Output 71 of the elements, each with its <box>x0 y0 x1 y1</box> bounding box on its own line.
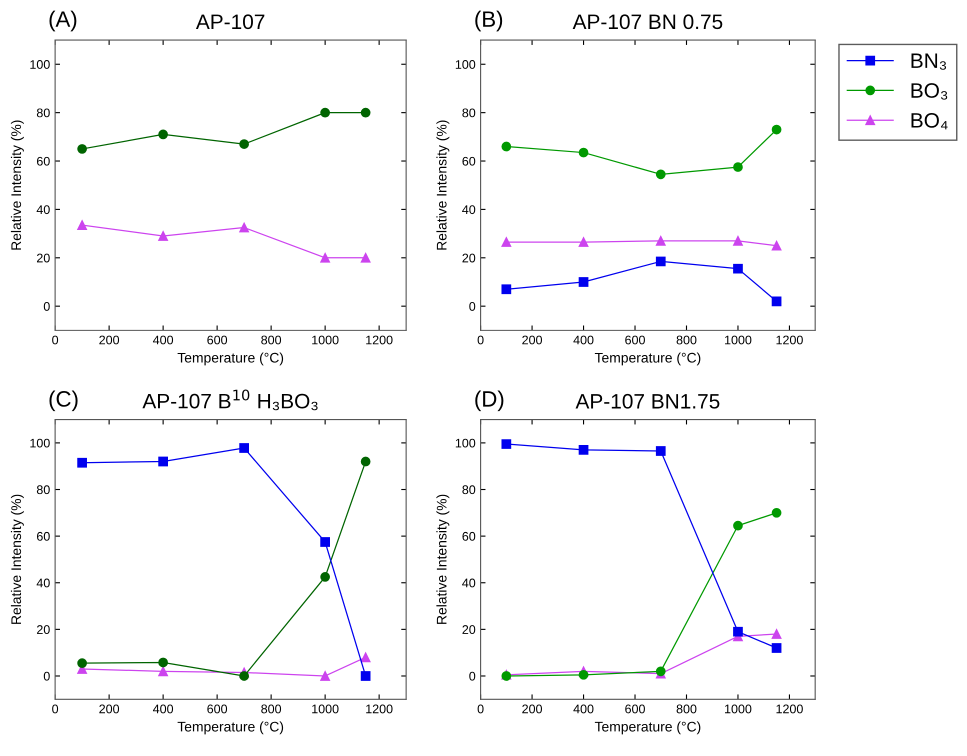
x-tick-label: 200 <box>99 704 120 714</box>
chart-title: AP-107 BN1.75 <box>576 394 720 409</box>
y-tick-label: 40 <box>36 578 50 588</box>
text: (D) <box>475 390 504 412</box>
y-tick-label: 60 <box>36 156 50 166</box>
x-tick-label: 800 <box>261 704 282 714</box>
y-tick-label: 80 <box>36 485 50 494</box>
x-tick-label: 400 <box>573 704 594 714</box>
x-tick-label: 800 <box>261 336 282 344</box>
x-tick-label: 400 <box>152 704 174 714</box>
y-tick-label: 80 <box>36 108 50 118</box>
y-tick-label: 100 <box>30 438 50 448</box>
x-tick-label: 1200 <box>776 704 803 714</box>
x-axis-title: Temperature (°C) <box>178 352 284 366</box>
y-tick-label: 60 <box>462 156 476 166</box>
chart-title: AP-107 BN 0.75 <box>572 14 722 30</box>
x-tick-label: 400 <box>152 336 174 344</box>
x-tick-label: 1200 <box>366 336 393 344</box>
y-tick-label: 0 <box>469 302 476 311</box>
x-tick-label: 0 <box>478 704 484 714</box>
x-axis-title: Temperature (°C) <box>178 721 284 734</box>
y-tick-label: 0 <box>469 672 476 681</box>
y-tick-label: 20 <box>36 625 50 634</box>
y-axis-title: Relative Intensity (%) <box>436 494 450 624</box>
y-tick-label: 40 <box>36 205 50 214</box>
y-tick-label: 0 <box>44 302 50 311</box>
x-tick-label: 600 <box>625 704 645 714</box>
text: (A) <box>49 10 76 32</box>
x-tick-label: 200 <box>522 336 542 344</box>
x-tick-label: 1200 <box>366 704 393 714</box>
legend-label: BN₃ <box>912 54 946 70</box>
y-tick-label: 80 <box>462 108 476 118</box>
x-axis-title: Temperature (°C) <box>594 721 700 734</box>
y-tick-label: 20 <box>36 254 50 262</box>
chart-title: AP-107 B$^{10}$ H₃BO₃ <box>142 390 318 410</box>
x-tick-label: 0 <box>478 336 484 344</box>
x-tick-label: 1000 <box>312 704 339 714</box>
text: (C) <box>49 390 78 412</box>
x-tick-label: 0 <box>52 704 58 714</box>
y-tick-label: 40 <box>462 578 476 588</box>
y-tick-label: 80 <box>462 485 476 494</box>
x-tick-label: 1000 <box>725 336 752 344</box>
y-tick-label: 60 <box>462 532 476 541</box>
x-tick-label: 600 <box>207 704 228 714</box>
legend-label: BO₄ <box>912 113 948 130</box>
y-axis-title: Relative Intensity (%) <box>10 494 24 624</box>
chart-title: AP-107 <box>196 14 264 30</box>
y-tick-label: 100 <box>456 60 476 69</box>
x-tick-label: 400 <box>573 336 594 344</box>
y-tick-label: 0 <box>44 672 50 681</box>
x-tick-label: 200 <box>522 704 542 714</box>
y-tick-label: 20 <box>462 625 476 634</box>
y-tick-label: 60 <box>36 532 50 541</box>
x-tick-label: 1000 <box>725 704 752 714</box>
x-tick-label: 800 <box>676 704 696 714</box>
y-tick-label: 20 <box>462 254 476 262</box>
x-tick-label: 800 <box>676 336 696 344</box>
y-tick-label: 100 <box>30 60 50 69</box>
y-tick-label: 100 <box>456 438 476 448</box>
x-tick-label: 0 <box>52 336 58 344</box>
x-tick-label: 200 <box>99 336 120 344</box>
x-tick-label: 600 <box>207 336 228 344</box>
y-tick-label: 40 <box>462 205 476 214</box>
x-axis-title: Temperature (°C) <box>594 352 700 366</box>
x-tick-label: 1000 <box>312 336 339 344</box>
x-tick-label: 600 <box>625 336 645 344</box>
text: (B) <box>475 10 502 32</box>
legend-label: BO₃ <box>912 83 948 100</box>
y-axis-title: Relative Intensity (%) <box>10 120 24 250</box>
y-axis-title: Relative Intensity (%) <box>436 120 450 250</box>
x-tick-label: 1200 <box>776 336 803 344</box>
